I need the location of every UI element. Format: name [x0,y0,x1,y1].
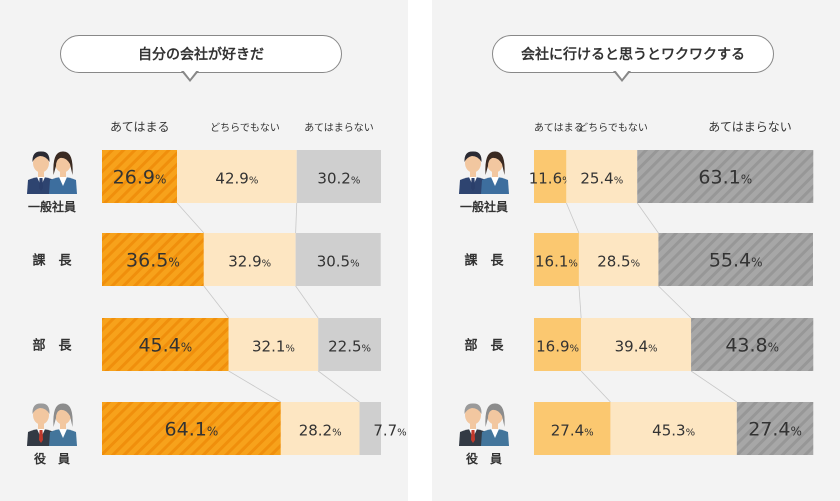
connector-line [658,286,691,318]
legend-label: あてはまらない [304,122,374,134]
connector-line [177,203,204,233]
category-label: 課 長 [464,253,504,269]
connector-line [579,286,581,318]
data-label: 7.7% [373,422,406,440]
legend-label: あてはまらない [708,120,792,134]
connector-line [581,371,610,402]
category-label: 課 長 [32,253,72,269]
chart-panel-like-company: 自分の会社が好きだ あてはまる どちらでもない あてはまらない 一般社員 26.9% 42… [0,0,408,501]
connector-line [318,371,359,402]
connector-line [566,203,579,233]
category-label: 一般社員 [28,199,76,214]
connector-line [296,203,297,233]
connector-line [637,203,658,233]
employee-couple-icon [27,151,77,194]
legend-label: どちらでもない [210,122,280,134]
category-label: 役 員 [34,451,70,466]
connector-line [229,371,281,402]
legend-label: あてはまる [534,122,584,134]
category-label: 部 長 [464,338,504,354]
legend-label: どちらでもない [578,122,648,134]
executive-couple-icon [27,403,77,446]
stacked-bar-chart: あてはまるどちらでもないあてはまらない一般社員11.6%25.4%63.1%課 … [432,0,840,501]
category-label: 一般社員 [460,199,508,214]
executive-couple-icon [459,403,509,446]
employee-couple-icon [459,151,509,194]
connector-line [691,371,737,402]
category-label: 役 員 [466,451,502,466]
connector-line [204,286,229,318]
category-label: 部 長 [32,338,72,354]
connector-line [296,286,319,318]
legend-label: あてはまる [110,120,170,134]
chart-panel-excited-to-work: 会社に行けると思うとワクワクする あてはまる どちらでもない あてはまらない 一般社員… [432,0,840,501]
